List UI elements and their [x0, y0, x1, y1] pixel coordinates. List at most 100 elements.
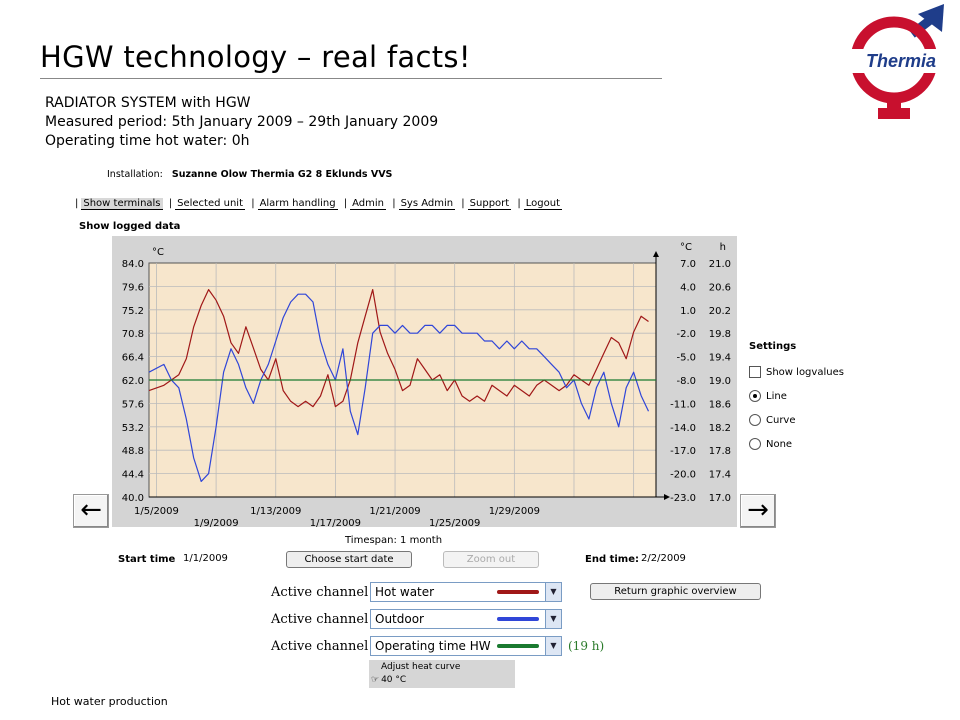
nav-alarm-handling[interactable]: Alarm handling	[257, 198, 338, 210]
subtitle-line: RADIATOR SYSTEM with HGW	[45, 95, 251, 111]
x-axis-arrowhead	[664, 494, 670, 500]
series-color-swatch	[497, 590, 539, 594]
chevron-down-icon: ▼	[545, 610, 561, 628]
y-tick-label-left: 62.0	[122, 376, 144, 387]
channel-label: Active channel :	[271, 612, 377, 627]
section-heading: Show logged data	[79, 221, 181, 232]
nav-show-terminals[interactable]: Show terminals	[81, 198, 163, 210]
y-tick-label-right-hours: 20.2	[709, 306, 731, 317]
nav-selected-unit[interactable]: Selected unit	[175, 198, 245, 210]
channel-select-hot-water[interactable]: Hot water ▼	[370, 582, 562, 602]
previous-period-button[interactable]: ←	[73, 494, 109, 528]
select-value: Operating time HW	[375, 639, 491, 653]
y-tick-label-right-temp: -20.0	[670, 470, 696, 481]
installation-value: Suzanne Olow Thermia G2 8 Eklunds VVS	[171, 169, 393, 180]
series-color-swatch	[497, 617, 539, 621]
y-tick-label-left: 66.4	[122, 353, 144, 364]
y-tick-label-left: 70.8	[122, 329, 144, 340]
series-color-swatch	[497, 644, 539, 648]
y-tick-label-right-temp: -5.0	[676, 353, 696, 364]
y-tick-label-right-temp: 1.0	[680, 306, 696, 317]
radio-line[interactable]: Line	[749, 384, 844, 408]
radio-icon	[749, 438, 761, 450]
x-tick-label: 1/9/2009	[194, 518, 239, 527]
nav-sys-admin[interactable]: Sys Admin	[398, 198, 456, 210]
return-graphic-overview-button[interactable]: Return graphic overview	[590, 583, 761, 600]
hand-pointer-icon: ☞	[371, 675, 380, 685]
nav-admin[interactable]: Admin	[350, 198, 386, 210]
y-tick-label-left: 57.6	[122, 399, 144, 410]
logo-text: Thermia	[866, 51, 936, 71]
checkbox-icon	[749, 366, 761, 378]
arrow-left-icon: ←	[80, 495, 102, 525]
y-tick-label-right-hours: 17.4	[709, 470, 731, 481]
x-tick-label: 1/17/2009	[310, 518, 361, 527]
end-time-value: 2/2/2009	[641, 553, 686, 564]
y-tick-label-right-hours: 20.6	[709, 282, 731, 293]
y-tick-label-right-temp: -14.0	[670, 423, 696, 434]
y-tick-label-left: 79.6	[122, 282, 144, 293]
y-tick-label-left: 53.2	[122, 423, 144, 434]
subtitle-line: Measured period: 5th January 2009 – 29th…	[45, 114, 439, 130]
radio-curve[interactable]: Curve	[749, 408, 844, 432]
choose-start-date-button[interactable]: Choose start date	[286, 551, 412, 568]
y-axis-arrowhead	[653, 251, 659, 257]
next-period-button[interactable]: →	[740, 494, 776, 528]
chart-panel: 84.0 7.0 21.0 79.6 4.0 20.6 75.2 1.0 20.2 70.8 -2.…	[112, 236, 737, 529]
logged-data-chart: 84.0 7.0 21.0 79.6 4.0 20.6 75.2 1.0 20.2 70.8 -2.…	[122, 242, 731, 529]
y-tick-label-right-hours: 19.8	[709, 329, 731, 340]
adjust-heat-curve-box[interactable]: Adjust heat curve ☞ 40 °C	[369, 660, 515, 688]
y-tick-label-right-hours: 21.0	[709, 259, 731, 270]
settings-panel: Settings Show logvalues Line Curve None	[749, 341, 844, 456]
y-tick-label-right-hours: 18.2	[709, 423, 731, 434]
settings-header: Settings	[749, 341, 797, 352]
y-tick-label-left: 44.4	[122, 470, 144, 481]
nav-logout[interactable]: Logout	[523, 198, 562, 210]
chevron-down-icon: ▼	[545, 583, 561, 601]
thermia-logo: Thermia	[848, 4, 954, 119]
series-line-outdoor	[148, 293, 650, 482]
start-time-value: 1/1/2009	[183, 553, 228, 564]
select-value: Hot water	[375, 585, 435, 599]
arrow-right-icon: →	[747, 495, 769, 525]
radio-icon	[749, 414, 761, 426]
channel-select-outdoor[interactable]: Outdoor ▼	[370, 609, 562, 629]
subtitle-block: RADIATOR SYSTEM with HGW Measured period…	[45, 94, 438, 151]
channel-label: Active channel :	[271, 585, 377, 600]
y-tick-label-right-temp: -23.0	[670, 493, 696, 504]
y-tick-label-left: 40.0	[122, 493, 144, 504]
y-tick-label-right-temp: -11.0	[670, 399, 696, 410]
channel-select-operating-time[interactable]: Operating time HW ▼	[370, 636, 562, 656]
x-tick-label: 1/25/2009	[429, 518, 480, 527]
radio-label: Curve	[766, 414, 796, 426]
end-time-label: End time:	[585, 554, 639, 565]
x-tick-label: 1/5/2009	[134, 506, 179, 517]
radio-selected-icon	[749, 390, 761, 402]
y-tick-label-right-hours: 19.0	[709, 376, 731, 387]
installation-label: Installation:	[107, 169, 163, 180]
heat-curve-value: 40 °C	[381, 675, 407, 685]
checkbox-label: Show logvalues	[766, 366, 844, 378]
radio-label: Line	[766, 390, 787, 402]
y-axis-unit-right-temp: °C	[680, 242, 692, 253]
show-logvalues-checkbox[interactable]: Show logvalues	[749, 360, 844, 384]
x-tick-label: 1/21/2009	[369, 506, 420, 517]
title-divider	[40, 78, 662, 79]
y-tick-label-left: 48.8	[122, 446, 144, 457]
y-axis-unit-left: °C	[152, 247, 164, 258]
y-tick-label-right-hours: 17.0	[709, 493, 731, 504]
y-tick-label-right-hours: 18.6	[709, 399, 731, 410]
chevron-down-icon: ▼	[545, 637, 561, 655]
timespan-label: Timespan: 1 month	[345, 535, 443, 546]
subtitle-line: Operating time hot water: 0h	[45, 133, 250, 149]
operating-hours-note: (19 h)	[568, 639, 605, 653]
y-tick-label-left: 84.0	[122, 259, 144, 270]
footer-text: Hot water production	[51, 695, 168, 708]
series-line-hot-water	[148, 288, 649, 408]
nav-support[interactable]: Support	[467, 198, 512, 210]
y-tick-label-right-temp: -17.0	[670, 446, 696, 457]
zoom-out-button[interactable]: Zoom out	[443, 551, 539, 568]
radio-none[interactable]: None	[749, 432, 844, 456]
heat-curve-label: Adjust heat curve	[381, 662, 461, 672]
select-value: Outdoor	[375, 612, 424, 626]
